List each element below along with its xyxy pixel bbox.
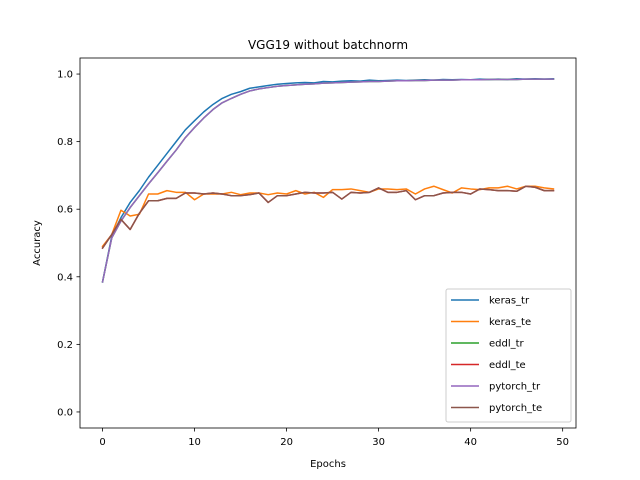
y-tick-label: 0.8 (57, 137, 73, 148)
x-tick-label: 30 (372, 437, 385, 448)
y-axis-ticks: 0.0 0.2 0.4 0.6 0.8 1.0 (57, 70, 80, 418)
y-tick-label: 1.0 (57, 70, 73, 81)
axes-frame (79, 57, 577, 429)
legend-label-pytorch_tr: pytorch_tr (489, 382, 541, 393)
y-tick-label: 0.4 (57, 272, 73, 283)
series-line-pytorch_tr (101, 78, 555, 283)
legend-label-keras_te: keras_te (489, 317, 531, 328)
x-tick-label: 10 (188, 437, 201, 448)
legend-label-keras_tr: keras_tr (489, 296, 530, 307)
series-line-pytorch_te (101, 185, 555, 250)
x-tick-label: 20 (280, 437, 293, 448)
legend-label-pytorch_te: pytorch_te (489, 403, 542, 414)
chart-title: VGG19 without batchnorm (248, 38, 408, 52)
legend-label-eddl_tr: eddl_tr (489, 339, 525, 350)
y-tick-label: 0.2 (57, 340, 73, 351)
y-tick-label: 0.0 (57, 407, 73, 418)
y-axis-label: Accuracy (32, 220, 43, 266)
legend-label-eddl_te: eddl_te (489, 360, 526, 371)
x-tick-label: 50 (556, 437, 569, 448)
plot-lines (101, 78, 555, 283)
y-tick-label: 0.6 (57, 205, 73, 216)
x-tick-label: 0 (99, 437, 105, 448)
legend: keras_tr keras_te eddl_tr eddl_te pytorch_tr… (445, 288, 572, 423)
x-axis-label: Epochs (310, 459, 346, 470)
x-axis-ticks: 0 10 20 30 40 50 (99, 428, 569, 448)
x-tick-label: 40 (464, 437, 477, 448)
